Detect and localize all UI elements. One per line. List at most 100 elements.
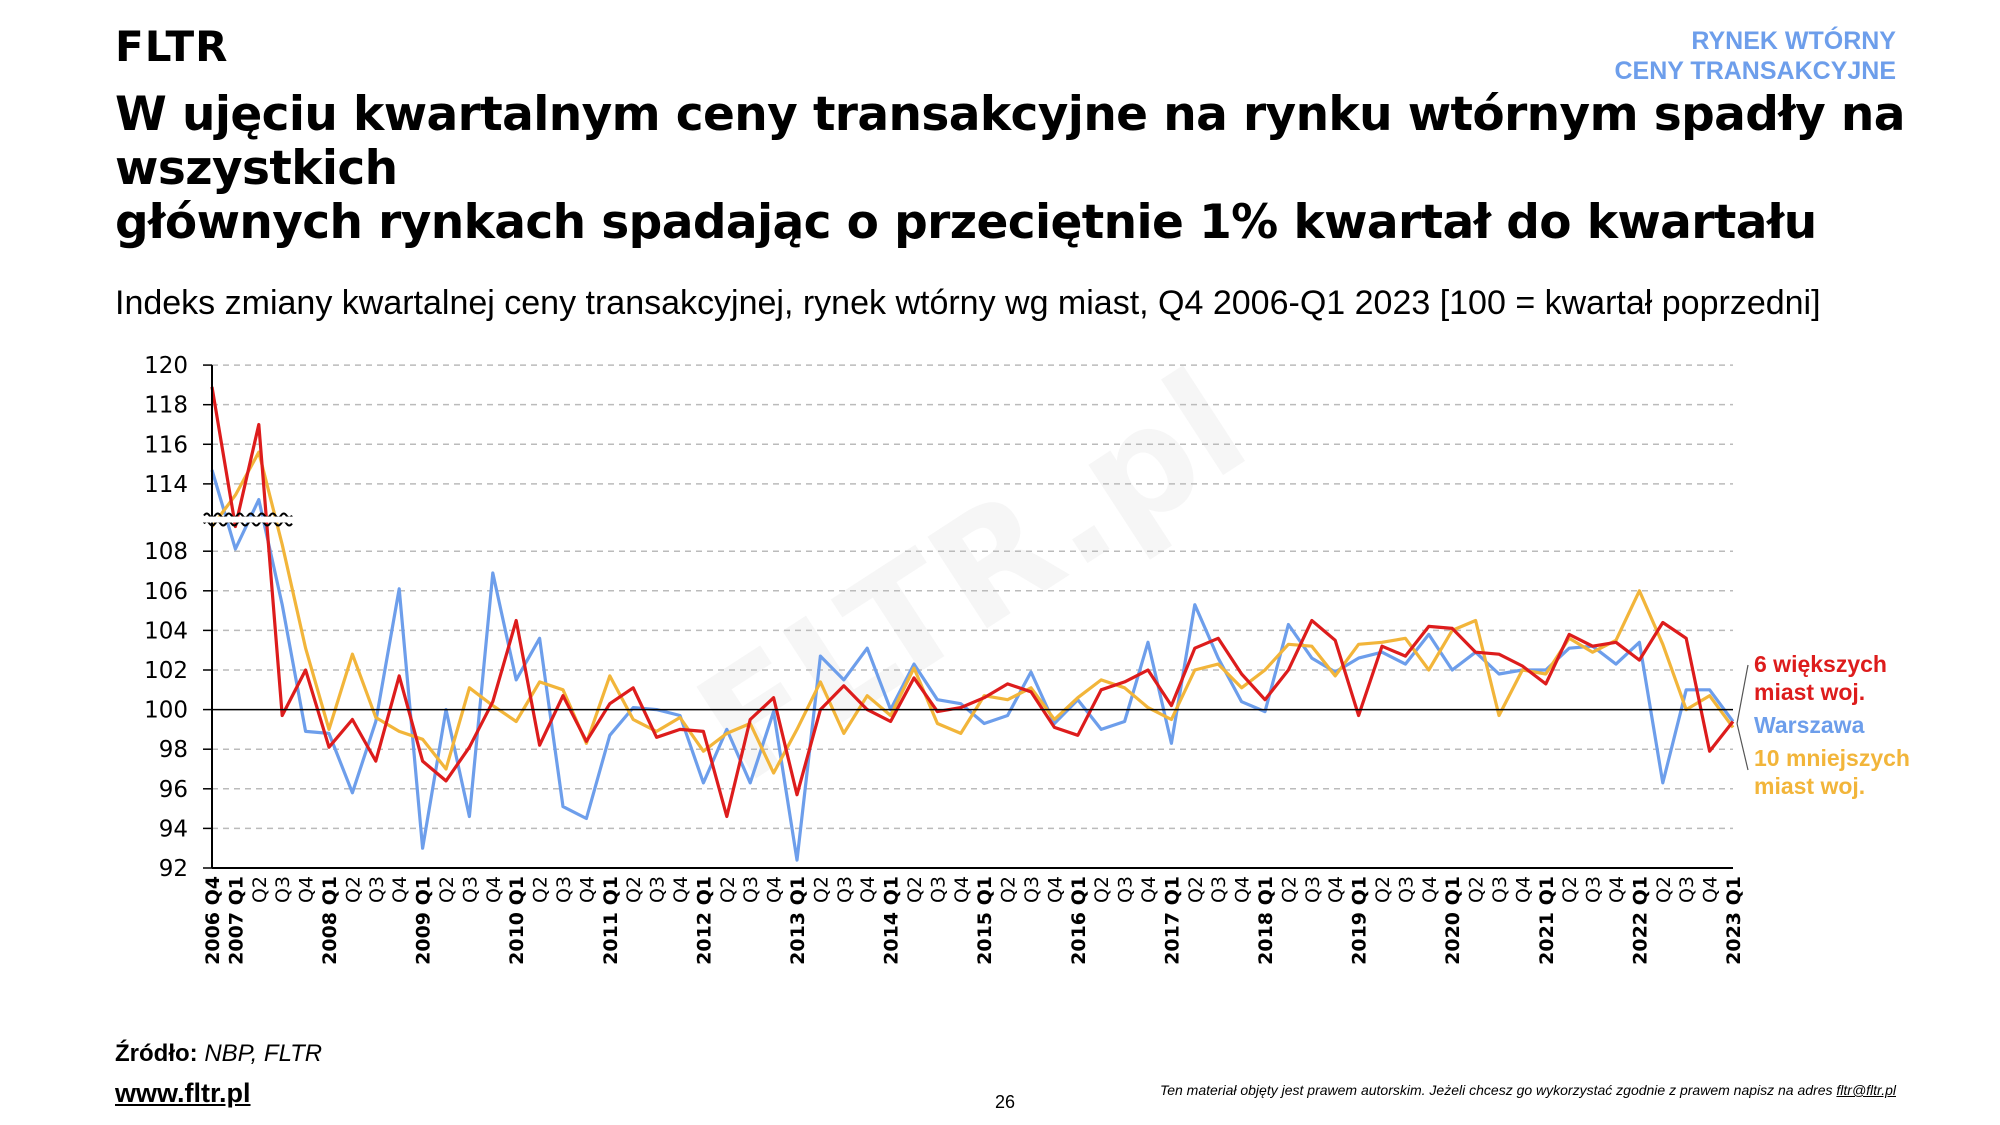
x-tick-label: Q4	[1044, 876, 1066, 903]
x-tick-label: Q4	[1138, 876, 1160, 903]
x-tick-label: 2023 Q1	[1723, 876, 1745, 965]
y-tick-label: 106	[144, 579, 188, 605]
legend-label: miast woj.	[1754, 679, 1866, 705]
x-tick-label: Q3	[1489, 876, 1511, 903]
x-tick-label: Q2	[436, 876, 458, 903]
x-tick-label: Q3	[834, 876, 856, 903]
legend-label: miast woj.	[1754, 773, 1866, 799]
x-tick-label: Q4	[483, 876, 505, 903]
x-tick-label: Q3	[272, 876, 294, 903]
x-tick-label: Q2	[1091, 876, 1113, 903]
x-tick-label: Q4	[764, 876, 786, 903]
x-tick-label: 2010 Q1	[506, 876, 528, 965]
axis-break-gap	[204, 516, 294, 523]
x-tick-label: Q3	[1021, 876, 1043, 903]
y-tick-label: 116	[144, 432, 188, 458]
x-tick-label: Q2	[1653, 876, 1675, 903]
website-link[interactable]: www.fltr.pl	[115, 1078, 251, 1108]
x-tick-label: 2012 Q1	[693, 876, 715, 965]
x-tick-label: 2013 Q1	[787, 876, 809, 965]
series-line-6-wi-kszych-miast-woj-	[210, 386, 1735, 819]
legend-label: Warszawa	[1754, 712, 1865, 738]
y-tick-label: 96	[159, 777, 188, 803]
x-tick-label: 2022 Q1	[1629, 876, 1651, 965]
x-tick-label: 2014 Q1	[881, 876, 903, 965]
legend-warszawa: Warszawa	[1754, 711, 1864, 739]
legend-6-wiekszych: 6 większych miast woj.	[1754, 650, 1887, 706]
page-number: 26	[995, 1092, 1016, 1112]
x-tick-label: Q4	[296, 876, 318, 903]
x-tick-label: 2008 Q1	[319, 876, 341, 965]
brand-logo: FLTR	[115, 22, 229, 71]
y-axis: 92 94 96 98 100 102 104 106 108 114 116 118 120	[144, 353, 212, 882]
x-tick-label: 2011 Q1	[600, 876, 622, 965]
series-lines	[210, 386, 1735, 862]
y-tick-label: 114	[144, 472, 188, 498]
x-tick-label: Q3	[927, 876, 949, 903]
page-title-line1: W ujęciu kwartalnym ceny transakcyjne na…	[115, 87, 1906, 196]
copyright-text: Ten materiał objęty jest prawem autorski…	[1159, 1082, 1833, 1098]
y-tick-label: 108	[144, 539, 188, 565]
x-tick-label: Q4	[1700, 876, 1722, 903]
copyright-note: Ten materiał objęty jest prawem autorski…	[1160, 1082, 1896, 1098]
x-tick-label: Q4	[670, 876, 692, 903]
source-label: Źródło:	[115, 1040, 198, 1067]
x-tick-label: Q3	[1395, 876, 1417, 903]
gridlines	[212, 364, 1733, 830]
series-line-10-mniejszych-miast-woj-	[210, 450, 1735, 775]
x-tick-label: Q3	[1583, 876, 1605, 903]
x-tick-label: Q2	[1559, 876, 1581, 903]
x-tick-label: Q2	[249, 876, 271, 903]
x-tick-label: Q2	[1278, 876, 1300, 903]
section-tag: RYNEK WTÓRNY CENY TRANSAKCYJNE	[1614, 26, 1896, 86]
x-tick-label: Q2	[623, 876, 645, 903]
x-tick-label: Q4	[857, 876, 879, 903]
source-note: Źródło: NBP, FLTR	[115, 1040, 322, 1068]
x-tick-label: Q4	[1606, 876, 1628, 903]
x-tick-label: Q2	[998, 876, 1020, 903]
legend-connector	[1736, 723, 1749, 771]
x-tick-label: Q2	[1372, 876, 1394, 903]
y-tick-label: 92	[159, 856, 188, 882]
x-tick-label: 2016 Q1	[1068, 876, 1090, 965]
x-tick-label: 2019 Q1	[1349, 876, 1371, 965]
section-tag-line2: CENY TRANSAKCYJNE	[1614, 57, 1896, 85]
x-tick-label: Q4	[1325, 876, 1347, 903]
x-tick-label: Q3	[1676, 876, 1698, 903]
x-tick-label: Q3	[366, 876, 388, 903]
x-tick-label: Q3	[1115, 876, 1137, 903]
legend-label: 10 mniejszych	[1754, 745, 1910, 771]
email-link[interactable]: fltr@fltr.pl	[1836, 1082, 1896, 1098]
page-title-line2: głównych rynkach spadając o przeciętnie …	[115, 195, 1817, 250]
legend-connector	[1736, 664, 1749, 724]
x-tick-label: Q3	[1302, 876, 1324, 903]
x-tick-label: Q3	[1208, 876, 1230, 903]
x-tick-label: Q3	[459, 876, 481, 903]
x-tick-label: Q2	[1466, 876, 1488, 903]
x-tick-label: Q4	[1512, 876, 1534, 903]
x-tick-label: Q4	[576, 876, 598, 903]
x-tick-label: 2021 Q1	[1536, 876, 1558, 965]
x-tick-label: 2018 Q1	[1255, 876, 1277, 965]
y-tick-label: 100	[144, 698, 188, 724]
x-tick-label: Q2	[904, 876, 926, 903]
y-tick-label: 94	[159, 816, 188, 842]
x-tick-label: Q2	[1185, 876, 1207, 903]
page-title: W ujęciu kwartalnym ceny transakcyjne na…	[115, 88, 2000, 250]
y-tick-label: 98	[159, 737, 188, 763]
x-tick-label: 2015 Q1	[974, 876, 996, 965]
x-tick-label: Q2	[530, 876, 552, 903]
section-tag-line1: RYNEK WTÓRNY	[1691, 27, 1896, 55]
y-tick-label: 120	[144, 353, 188, 379]
x-tick-label: Q4	[1419, 876, 1441, 903]
x-tick-label: Q4	[951, 876, 973, 903]
x-axis: 2006 Q4 2007 Q1 Q2 Q3 Q4 2008 Q1 Q2 Q3 Q4 2009 Q1…	[202, 876, 1745, 965]
x-tick-label: Q3	[553, 876, 575, 903]
x-tick-label: 2006 Q4	[202, 876, 224, 965]
legend-10-mniejszych: 10 mniejszych miast woj.	[1754, 744, 1910, 800]
y-tick-label: 102	[144, 658, 188, 684]
x-tick-label: Q2	[810, 876, 832, 903]
x-tick-label: Q3	[740, 876, 762, 903]
y-tick-label: 118	[144, 393, 188, 419]
